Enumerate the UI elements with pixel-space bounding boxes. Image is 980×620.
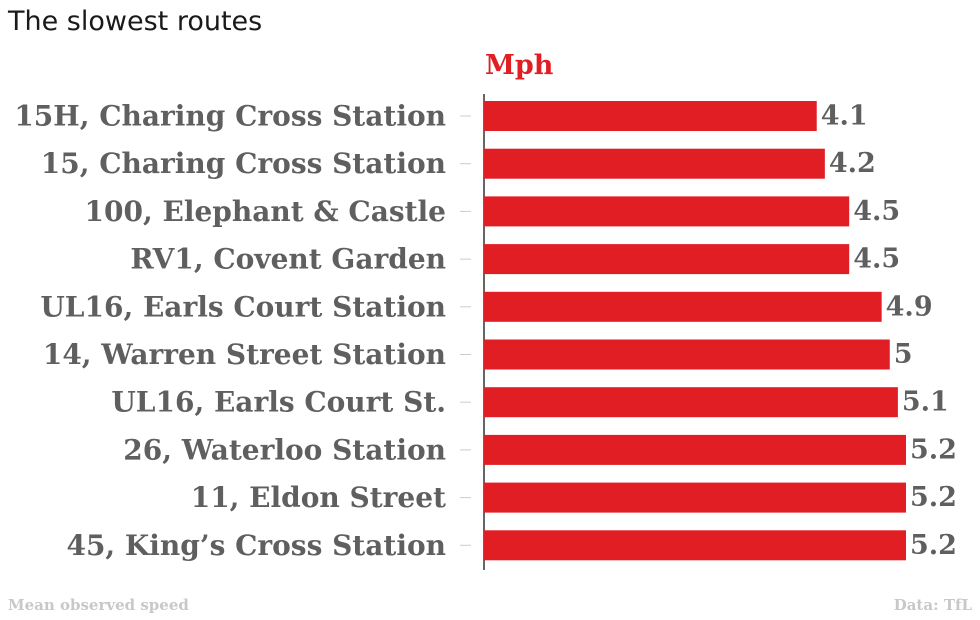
bar — [484, 101, 817, 131]
value-label: 4.9 — [886, 291, 933, 322]
bar — [484, 339, 890, 370]
value-label: 5.2 — [910, 530, 957, 561]
value-label: 5.2 — [910, 482, 957, 513]
bar — [484, 482, 906, 513]
value-label: 4.2 — [829, 148, 876, 179]
category-label: 11, Eldon Street — [191, 481, 446, 514]
unit-label: Mph — [485, 50, 554, 81]
category-label: 45, King’s Cross Station — [66, 529, 446, 562]
category-label: 15H, Charing Cross Station — [14, 100, 446, 133]
category-label: UL16, Earls Court Station — [40, 290, 446, 323]
category-label: RV1, Covent Garden — [130, 243, 446, 276]
bar — [484, 387, 898, 418]
bar — [484, 530, 906, 561]
bar — [484, 291, 882, 322]
chart-title: The slowest routes — [8, 6, 263, 37]
value-label: 5.2 — [910, 434, 957, 465]
value-label: 4.5 — [853, 196, 900, 227]
bar — [484, 196, 850, 227]
category-label: 100, Elephant & Castle — [85, 195, 446, 228]
category-label: UL16, Earls Court St. — [111, 386, 446, 419]
bar — [484, 244, 850, 275]
value-label: 4.5 — [853, 244, 900, 275]
category-label: 26, Waterloo Station — [123, 433, 446, 466]
value-label: 5.1 — [902, 387, 949, 418]
bar — [484, 434, 906, 465]
footnote: Mean observed speed — [8, 596, 189, 614]
source-credit: Data: TfL — [893, 596, 972, 614]
category-label: 14, Warren Street Station — [43, 338, 446, 371]
value-label: 4.1 — [821, 101, 868, 132]
value-label: 5 — [894, 339, 913, 370]
bar — [484, 148, 825, 179]
category-label: 15, Charing Cross Station — [41, 147, 446, 180]
